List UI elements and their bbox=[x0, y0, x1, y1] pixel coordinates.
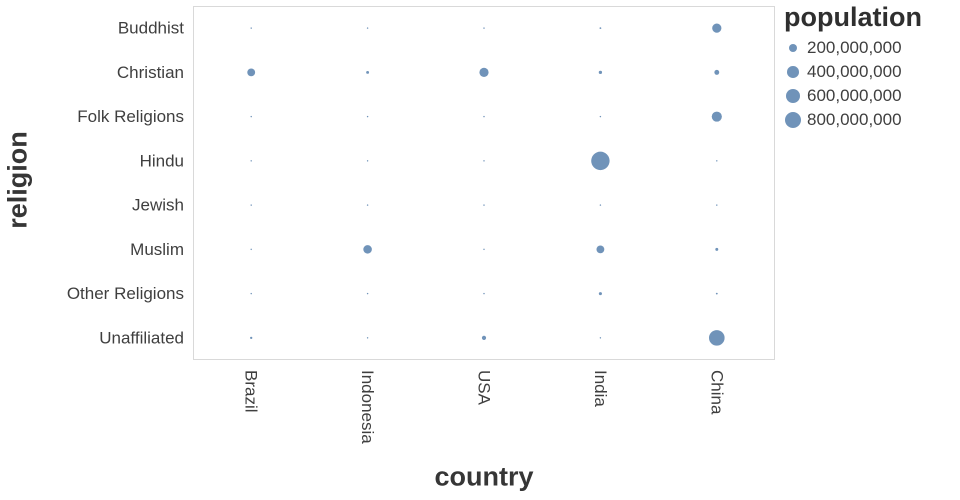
y-tick-label: Christian bbox=[117, 63, 184, 82]
legend-size-circle bbox=[788, 43, 798, 53]
bubble bbox=[483, 160, 485, 162]
bubble bbox=[366, 337, 369, 339]
legend-entry: 600,000,000 bbox=[784, 84, 960, 108]
legend-size-circle bbox=[787, 66, 799, 78]
y-axis-title: religion bbox=[2, 131, 33, 229]
y-tick-label: Buddhist bbox=[118, 19, 184, 38]
x-tick-label: USA bbox=[475, 370, 494, 406]
plot-border bbox=[193, 6, 775, 360]
legend-label: 800,000,000 bbox=[807, 110, 902, 129]
legend-swatch-box bbox=[784, 111, 802, 129]
bubble bbox=[250, 248, 252, 251]
legend-label: 200,000,000 bbox=[807, 38, 902, 57]
bubble bbox=[250, 292, 252, 295]
bubble bbox=[366, 70, 370, 74]
legend-label: 400,000,000 bbox=[807, 62, 902, 81]
bubble bbox=[715, 292, 718, 295]
bubble bbox=[250, 204, 252, 206]
bubble bbox=[483, 248, 485, 251]
legend-size-circle bbox=[785, 88, 801, 104]
bubble bbox=[716, 204, 718, 206]
bubble bbox=[247, 68, 256, 77]
y-tick-label: Hindu bbox=[140, 151, 184, 170]
bubble bbox=[366, 204, 369, 206]
legend-swatch-box bbox=[784, 66, 802, 78]
bubble bbox=[366, 292, 369, 295]
size-legend: population 200,000,000 400,000,000 600,000… bbox=[784, 0, 960, 132]
bubble bbox=[716, 160, 718, 162]
x-tick-label: China bbox=[707, 370, 726, 415]
bubble bbox=[250, 115, 252, 118]
bubble bbox=[250, 336, 253, 340]
bubble bbox=[483, 292, 485, 295]
legend-entries: 200,000,000 400,000,000 600,000,000 800,000… bbox=[784, 36, 960, 132]
legend-swatch-box bbox=[784, 88, 802, 104]
x-tick-label: India bbox=[591, 370, 610, 407]
y-tick-label: Other Religions bbox=[67, 284, 184, 303]
x-tick-label: Indonesia bbox=[358, 370, 377, 444]
bubble bbox=[483, 27, 485, 29]
bubble bbox=[363, 245, 372, 254]
bubble bbox=[366, 115, 369, 118]
bubble bbox=[366, 27, 369, 29]
bubble bbox=[250, 160, 252, 162]
bubble bbox=[483, 204, 485, 206]
legend-entry: 400,000,000 bbox=[784, 60, 960, 84]
bubble bbox=[598, 70, 603, 75]
y-tick-label: Folk Religions bbox=[77, 107, 184, 126]
bubble bbox=[599, 204, 602, 206]
bubble bbox=[708, 330, 725, 346]
legend-entry: 200,000,000 bbox=[784, 36, 960, 60]
bubble bbox=[599, 27, 602, 30]
bubble bbox=[483, 115, 485, 118]
bubble bbox=[591, 151, 610, 171]
bubble bbox=[599, 337, 602, 339]
x-tick-label: Brazil bbox=[242, 370, 261, 413]
y-tick-label: Unaffiliated bbox=[99, 328, 184, 347]
bubble bbox=[598, 292, 602, 296]
bubble bbox=[250, 27, 252, 29]
y-tick-label: Muslim bbox=[130, 240, 184, 259]
bubble bbox=[712, 23, 722, 33]
legend-title: population bbox=[784, 2, 922, 32]
bubble bbox=[714, 69, 720, 75]
bubble bbox=[479, 67, 489, 77]
bubble bbox=[596, 245, 605, 254]
legend-entry: 800,000,000 bbox=[784, 108, 960, 132]
legend-label: 600,000,000 bbox=[807, 86, 902, 105]
bubble bbox=[715, 247, 719, 251]
bubble bbox=[366, 160, 369, 162]
bubble bbox=[481, 335, 487, 340]
bubble bbox=[711, 111, 722, 122]
x-axis-title: country bbox=[434, 461, 534, 492]
legend-swatch-box bbox=[784, 43, 802, 53]
bubble bbox=[599, 115, 602, 118]
legend-size-circle bbox=[784, 111, 802, 129]
y-tick-label: Jewish bbox=[132, 196, 184, 215]
